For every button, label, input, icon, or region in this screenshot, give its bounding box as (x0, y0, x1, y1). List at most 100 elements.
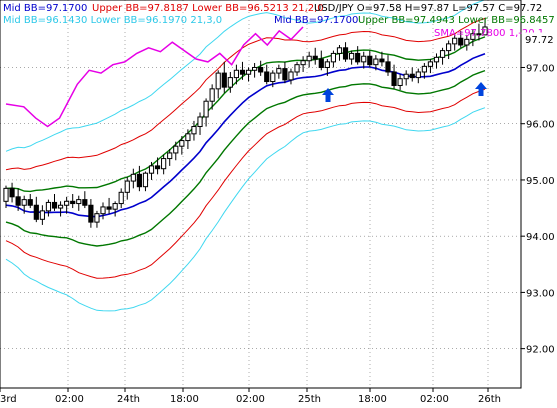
candle (427, 59, 434, 74)
candle-body-down (221, 72, 227, 88)
candle (245, 67, 252, 82)
candle (70, 194, 76, 209)
candles (3, 18, 488, 228)
y-tick-label: 96.00 (526, 120, 555, 131)
candle (318, 50, 324, 71)
candle (300, 56, 306, 72)
candle-body-up (433, 56, 440, 63)
x-tick-label: 26th (478, 394, 501, 405)
candle (215, 70, 221, 99)
candle (397, 74, 403, 90)
candle-body-down (15, 196, 21, 206)
candle-body-up (452, 37, 458, 45)
candle (452, 33, 458, 51)
candle (142, 171, 149, 192)
candle (106, 197, 112, 214)
candle-body-up (233, 69, 240, 79)
candle (27, 194, 33, 209)
candle-body-down (476, 33, 482, 36)
candle-body-down (88, 204, 94, 223)
candle (464, 34, 470, 51)
candle-body-down (136, 173, 142, 188)
header-bb-2: Upper BB=97.8187 Lower BB=96.5213 21,2,0 (92, 3, 324, 14)
candle-body-up (64, 200, 70, 206)
candle-body-down (385, 61, 391, 73)
candle (264, 64, 270, 85)
candle-body-down (27, 199, 33, 206)
candle-body-up (197, 116, 203, 128)
candle-body-up (397, 78, 403, 86)
header-ohlc: USD/JPY O=97.58 H=97.87 L=97.57 C=97.72 (314, 3, 542, 14)
candle-body-up (245, 69, 252, 75)
candle-body-up (191, 126, 197, 135)
candle (258, 60, 264, 76)
candle (3, 185, 9, 209)
price-label-box (521, 32, 557, 46)
candle (76, 195, 82, 211)
candle-body-up (361, 55, 367, 63)
candle (227, 71, 233, 93)
candle-body-down (239, 69, 246, 75)
header-mid-bb: Mid BB=97.1700 (3, 3, 87, 14)
candle-body-down (458, 37, 464, 46)
x-tick-label: 3rd (0, 394, 17, 405)
candle (367, 50, 373, 68)
candle (51, 194, 58, 211)
candle (373, 55, 379, 71)
candle-body-up (288, 71, 294, 81)
candle-body-down (70, 200, 76, 205)
candle-body-up (227, 77, 233, 88)
candle (173, 141, 179, 161)
candle-body-up (130, 173, 136, 182)
header-bb-1: Upper BB=97.4943 Lower BB=96.8457 21,1,0 (358, 15, 557, 26)
candle-body-down (51, 201, 58, 209)
candle-body-up (336, 47, 343, 54)
candle-body-down (154, 165, 161, 170)
candle-body-up (294, 64, 300, 73)
candle-body-down (342, 47, 349, 60)
candle (233, 64, 240, 85)
candle (349, 50, 355, 65)
candle (209, 84, 215, 110)
candle-body-down (312, 55, 318, 60)
candle (33, 196, 39, 223)
candle (82, 191, 88, 209)
header-bb-3: Mid BB=96.1430 Lower BB=96.1970 21,3,0 (3, 15, 222, 26)
bb-1-lower (5, 69, 486, 247)
candle-body-up (173, 145, 179, 154)
candle-body-up (148, 165, 155, 174)
bb-2-lower (5, 88, 486, 279)
y-tick-label: 97.00 (526, 63, 555, 74)
x-tick-label: 02:00 (420, 394, 449, 405)
candle-body-up (482, 26, 488, 36)
signal-arrows (322, 82, 487, 102)
header-sma: SMA=97.7800 1,-20,1 (434, 28, 544, 39)
candle (476, 23, 482, 41)
candle-body-up (349, 52, 355, 60)
candle (185, 129, 191, 150)
candle-body-down (82, 199, 88, 206)
up-arrow-icon (322, 88, 334, 102)
x-tick-label: 02:00 (236, 394, 265, 405)
candle-body-up (179, 140, 185, 147)
candle-body-up (3, 187, 9, 202)
candle-body-up (57, 204, 64, 209)
y-tick-label: 94.00 (526, 232, 555, 243)
candle-body-down (379, 58, 385, 63)
candle (15, 188, 21, 211)
candle (94, 210, 100, 228)
candle (161, 154, 167, 175)
candle-body-up (421, 65, 427, 73)
candle (112, 201, 118, 217)
candle-body-down (391, 71, 397, 86)
candle-body-down (355, 52, 361, 63)
y-tick-label: 92.00 (526, 345, 555, 356)
candle (276, 64, 282, 79)
y-axis-ticks: 97.00 96.00 95.00 94.00 93.00 92.00 (521, 63, 555, 356)
candle (179, 136, 185, 155)
candle-body-up (203, 100, 209, 118)
x-tick-label: 24th (117, 394, 140, 405)
candle-body-up (215, 72, 221, 90)
bollinger-bands (5, 0, 486, 312)
